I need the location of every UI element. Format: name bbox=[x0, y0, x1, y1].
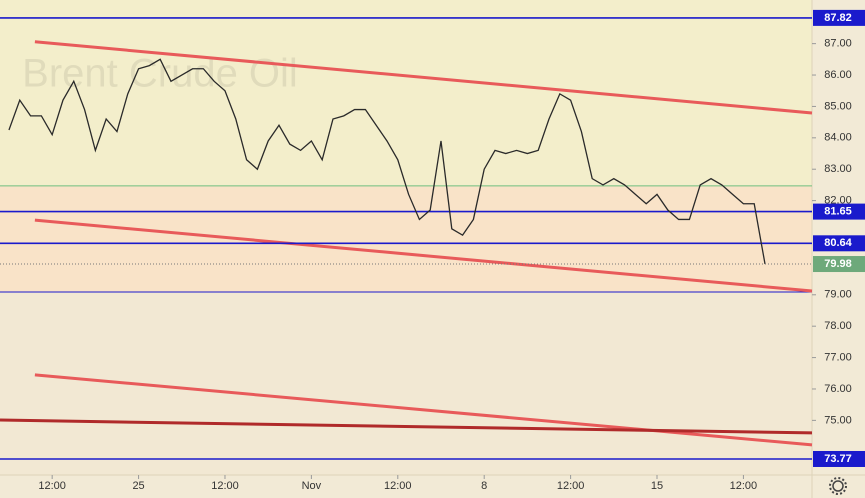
level-label: 87.82 bbox=[824, 12, 852, 24]
x-tick-label: 25 bbox=[132, 480, 144, 492]
level-badge bbox=[813, 9, 865, 26]
last-price-label: 79.98 bbox=[824, 258, 852, 270]
last-price-badge bbox=[813, 256, 865, 273]
y-tick-label: 86.00 bbox=[824, 69, 852, 81]
y-tick-label: 75.00 bbox=[824, 414, 852, 426]
x-tick-label: 12:00 bbox=[38, 480, 66, 492]
trend-line bbox=[34, 40, 813, 115]
level-label: 73.77 bbox=[824, 453, 852, 465]
x-tick-label: Nov bbox=[302, 480, 322, 492]
level-badge bbox=[813, 235, 865, 252]
zone-middle bbox=[0, 185, 812, 292]
level-badge bbox=[813, 450, 865, 467]
y-tick-label: 82.00 bbox=[824, 195, 852, 207]
price-line bbox=[8, 58, 766, 265]
trend-line bbox=[0, 418, 813, 435]
y-tick-label: 76.00 bbox=[824, 383, 852, 395]
y-tick-label: 78.00 bbox=[824, 320, 852, 332]
x-tick-label: 15 bbox=[651, 480, 663, 492]
y-tick-label: 77.00 bbox=[824, 351, 852, 363]
zone-upper bbox=[0, 0, 812, 186]
level-label: 81.65 bbox=[824, 206, 852, 218]
x-tick-label: 12:00 bbox=[211, 480, 239, 492]
settings-icon[interactable] bbox=[829, 477, 847, 495]
y-tick-label: 87.00 bbox=[824, 38, 852, 50]
x-tick-label: 12:00 bbox=[384, 480, 412, 492]
zones bbox=[0, 0, 812, 292]
watermark: Brent Crude Oil bbox=[22, 52, 298, 96]
x-tick-label: 12:00 bbox=[730, 480, 758, 492]
trend-line bbox=[34, 218, 813, 293]
y-tick-label: 85.00 bbox=[824, 100, 852, 112]
y-tick-label: 83.00 bbox=[824, 163, 852, 175]
x-tick-label: 12:00 bbox=[557, 480, 585, 492]
level-label: 80.64 bbox=[824, 237, 852, 249]
y-tick-label: 79.00 bbox=[824, 289, 852, 301]
x-tick-label: 8 bbox=[481, 480, 487, 492]
trend-line bbox=[34, 373, 813, 447]
level-badge bbox=[813, 203, 865, 220]
y-tick-label: 84.00 bbox=[824, 132, 852, 144]
